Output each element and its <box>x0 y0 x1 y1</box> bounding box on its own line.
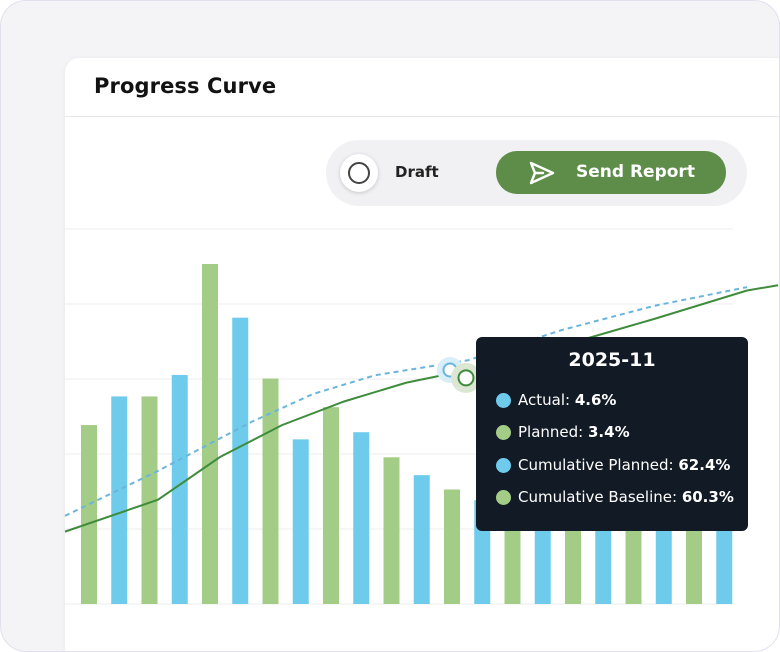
bar-planned <box>323 407 339 604</box>
card-title: Progress Curve <box>94 74 277 98</box>
draft-radio[interactable] <box>340 154 378 192</box>
tooltip-label: Actual: <box>518 391 575 409</box>
tooltip-value: 62.4% <box>678 456 731 474</box>
bar-planned <box>383 457 400 604</box>
card-header: Progress Curve <box>65 58 779 117</box>
highlight-point-baseline <box>457 369 475 387</box>
send-icon <box>529 161 555 185</box>
tooltip-label: Cumulative Planned: <box>518 456 679 474</box>
tooltip-value: 3.4% <box>588 423 630 441</box>
send-report-label: Send Report <box>576 162 695 182</box>
tooltip-label: Cumulative Baseline: <box>518 488 682 506</box>
bar-planned <box>81 425 97 604</box>
tooltip-row-cumulative-baseline: Cumulative Baseline: 60.3% <box>496 488 734 506</box>
bar-planned <box>262 378 279 604</box>
bar-actual <box>292 439 309 604</box>
cumulative-planned-line <box>64 286 748 517</box>
bar-actual <box>353 432 370 604</box>
tooltip-value: 60.3% <box>681 488 734 506</box>
tooltip-row-planned: Planned: 3.4% <box>496 423 630 441</box>
cumulative-baseline-line <box>64 284 779 533</box>
tooltip-row-cumulative-planned: Cumulative Planned: 62.4% <box>496 456 730 474</box>
bar-planned <box>202 264 218 604</box>
bar-planned <box>141 396 158 604</box>
cumulative-baseline-swatch <box>496 490 511 505</box>
planned-swatch <box>496 425 511 440</box>
bar-actual <box>413 475 430 604</box>
actual-swatch <box>496 393 511 408</box>
cumulative-planned-swatch <box>496 458 511 473</box>
send-report-button[interactable]: Send Report <box>496 151 726 194</box>
bar-planned <box>444 489 460 604</box>
draft-label[interactable]: Draft <box>395 163 439 181</box>
tooltip-title: 2025-11 <box>568 349 656 371</box>
chart-tooltip: 2025-11 Actual: 4.6% Planned: 3.4% Cumul… <box>476 337 748 531</box>
tooltip-value: 4.6% <box>574 391 617 409</box>
bar-actual <box>111 396 128 604</box>
bar-actual <box>232 317 249 604</box>
tooltip-row-actual: Actual: 4.6% <box>496 391 616 409</box>
tooltip-label: Planned: <box>518 423 588 441</box>
bar-actual <box>171 374 188 604</box>
